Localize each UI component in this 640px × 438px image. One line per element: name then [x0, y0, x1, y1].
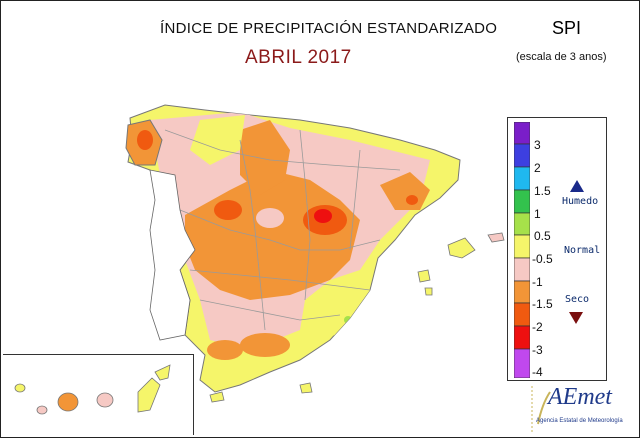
legend-swatch-normal-pink: [514, 257, 530, 282]
legend-swatch-1.5-2: [514, 166, 530, 191]
legend-swatch-1-1.5: [514, 189, 530, 214]
legend-swatch-1.5-2-dry: [514, 302, 530, 327]
legend-tick-minus-1: -1: [532, 275, 543, 289]
legend-swatch-2-3: [514, 143, 530, 168]
legend-category-dry: Seco: [565, 294, 590, 305]
legend-swatch-1-1.5-dry: [514, 280, 530, 304]
map-period: ABRIL 2017: [245, 47, 352, 68]
map-title: ÍNDICE DE PRECIPITACIÓN ESTANDARIZADO: [160, 20, 498, 37]
aemet-logo-subtitle: Agencia Estatal de Meteorología: [536, 418, 623, 424]
legend-swatch-below-3: [514, 348, 530, 378]
legend-tick-minus-1.5: -1.5: [532, 297, 553, 311]
melilla-outline: [299, 382, 313, 394]
legend-category-humid: Humedo: [562, 196, 599, 207]
legend-tick-3: 3: [534, 138, 541, 152]
legend-swatch-normal-yellow: [514, 234, 530, 259]
legend-tick-minus-2: -2: [532, 320, 543, 334]
spain-landmass: [125, 104, 461, 393]
index-abbreviation: SPI: [552, 18, 582, 38]
aemet-logo: AEmet Agencia Estatal de Meteorología: [528, 384, 638, 436]
legend-swatch-2-3-dry: [514, 325, 530, 350]
legend-tick-minus-3: -3: [532, 343, 543, 357]
legend-tick-0.5: 0.5: [534, 229, 551, 243]
legend-category-normal: Normal: [564, 245, 601, 256]
scale-note: (escala de 3 anos): [516, 51, 607, 63]
legend-tick-minus-0.5: -0.5: [532, 252, 553, 266]
triangle-down-icon: [569, 312, 583, 324]
legend-colorbar: [514, 122, 530, 378]
legend-tick-2: 2: [534, 161, 541, 175]
legend-tick-1.5: 1.5: [534, 184, 551, 198]
triangle-up-icon: [570, 180, 584, 192]
aemet-logo-name: AEmet: [548, 384, 612, 410]
portugal-outline: [149, 169, 196, 341]
canary-islands-inset-frame: [3, 354, 194, 435]
canary-islands: [14, 364, 171, 415]
ceuta-outline: [209, 391, 225, 403]
legend-tick-minus-4: -4: [532, 365, 543, 379]
balearic-islands: [417, 232, 505, 296]
legend-tick-1: 1: [534, 207, 541, 221]
aemet-logo-swoosh-icon: [531, 386, 551, 432]
legend-swatch-above-3: [514, 122, 530, 145]
legend-swatch-0.5-1: [514, 212, 530, 236]
